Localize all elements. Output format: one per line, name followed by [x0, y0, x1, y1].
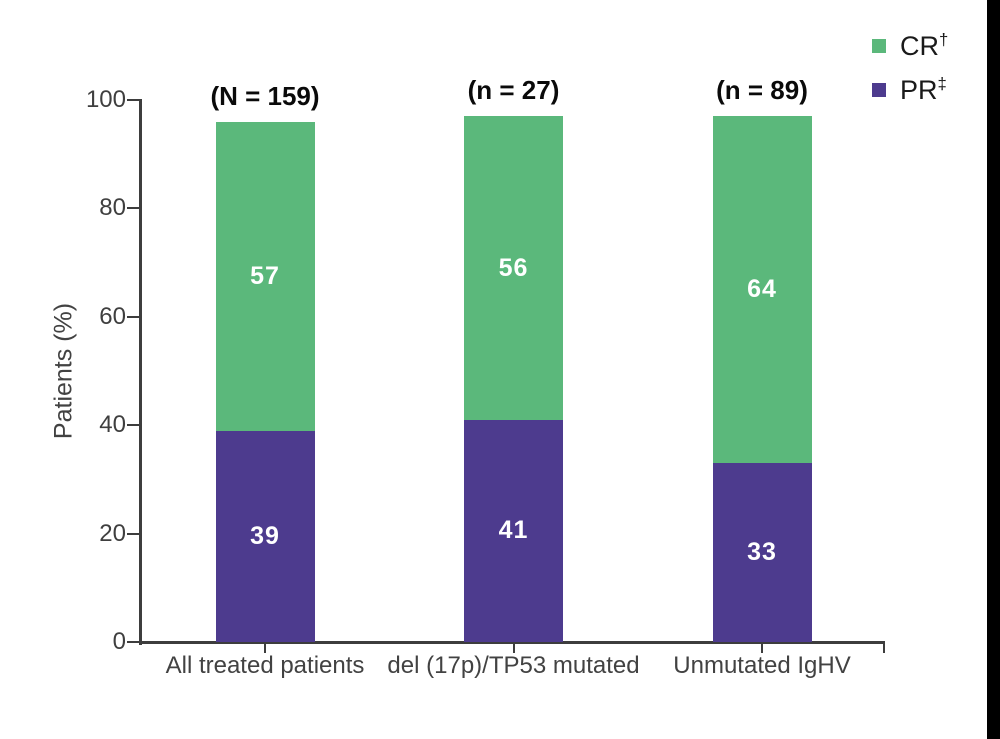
x-tick-mark [512, 644, 515, 653]
bar-segment-cr: 57 [215, 121, 315, 431]
y-tick-label: 0 [112, 628, 126, 655]
y-tick-mark [127, 99, 139, 101]
group-annotation: (n = 27) [467, 75, 560, 106]
legend-item-pr: PR‡ [872, 68, 948, 112]
y-tick-mark [127, 207, 139, 210]
y-tick-mark [127, 424, 139, 427]
bar-value-label: 39 [250, 521, 280, 550]
bar-value-label: 57 [250, 261, 280, 290]
bar-segment-cr: 64 [712, 116, 812, 464]
y-tick-label: 80 [99, 194, 126, 222]
x-category-label: All treated patients [165, 652, 365, 679]
legend-swatch-cr [872, 39, 886, 53]
legend-swatch-pr [872, 83, 886, 97]
x-tick-mark [761, 644, 763, 653]
right-edge-strip [987, 0, 1000, 739]
bar-segment-pr: 41 [464, 419, 563, 642]
bar-segment-pr: 39 [215, 430, 315, 642]
group-annotation: (n = 89) [716, 75, 808, 106]
bar-value-label: 33 [747, 538, 777, 567]
y-tick-label: 40 [99, 411, 126, 439]
bar-segment-pr: 33 [712, 463, 812, 642]
legend-label: CR† [900, 30, 949, 61]
legend-item-cr: CR† [872, 24, 948, 68]
y-axis-line [139, 99, 142, 645]
y-tick-mark [127, 641, 139, 643]
x-category-label: del (17p)/TP53 mutated [387, 652, 640, 679]
group-annotation: (N = 159) [210, 80, 320, 111]
x-axis-end-tick [883, 644, 885, 653]
y-tick-label: 100 [85, 86, 126, 113]
bar-value-label: 41 [498, 516, 529, 545]
x-tick-mark [264, 644, 266, 653]
legend-label: PR‡ [900, 74, 947, 105]
bar-value-label: 56 [498, 253, 529, 282]
bar-value-label: 64 [747, 275, 777, 304]
y-tick-mark [127, 315, 139, 318]
legend: CR† PR‡ [872, 24, 948, 112]
x-category-label: Unmutated IgHV [673, 652, 851, 679]
y-tick-label: 60 [99, 302, 126, 330]
y-tick-mark [127, 532, 139, 535]
x-axis-line [139, 641, 885, 644]
y-tick-label: 20 [99, 519, 126, 547]
bar-segment-cr: 56 [464, 116, 563, 420]
